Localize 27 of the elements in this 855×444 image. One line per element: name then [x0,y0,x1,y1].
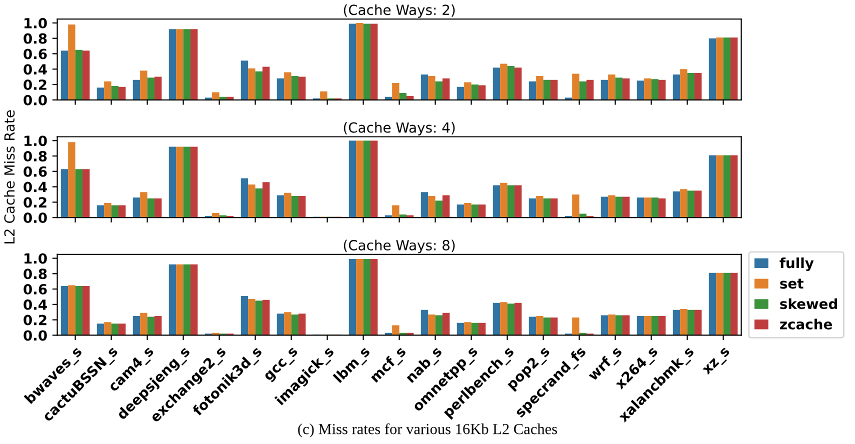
y-tick-label: 0.4 [24,182,47,192]
y-tick-label: 0.2 [24,314,46,326]
y-tick-label: 0.4 [24,299,47,310]
y-axis-title: L2 Cache Miss Rate [4,110,15,244]
y-tick-label: 0.4 [24,64,47,75]
y-tick-label: 0.2 [24,79,46,90]
y-tick-label: 1.0 [24,136,47,146]
y-tick-label: 0.2 [24,197,46,208]
y-tick-label: 0.0 [24,94,47,106]
y-tick-label: 1.0 [24,253,47,264]
y-tick-label: 0.6 [24,284,47,295]
y-tick-label: 0.8 [24,268,47,280]
y-tick-label: 0.0 [24,212,47,224]
chart-title: (Cache Ways: 2) [344,4,455,18]
legend-label: skewed [780,298,838,310]
y-tick-label: 0.8 [24,150,47,162]
legend-label: set [780,278,804,289]
y-tick-label: 0.8 [24,33,47,44]
y-tick-label: 0.0 [24,330,47,341]
chart-title: (Cache Ways: 8) [344,240,455,254]
chart-title: (Cache Ways: 4) [344,122,455,136]
legend-label: fully [780,257,814,272]
y-tick-label: 0.6 [24,48,47,60]
y-tick-label: 1.0 [24,18,47,28]
text: (c) Miss rates for various 16Kb L2 Caches [298,423,557,438]
legend-label: zcache [780,318,832,330]
y-tick-label: 0.6 [24,166,47,177]
